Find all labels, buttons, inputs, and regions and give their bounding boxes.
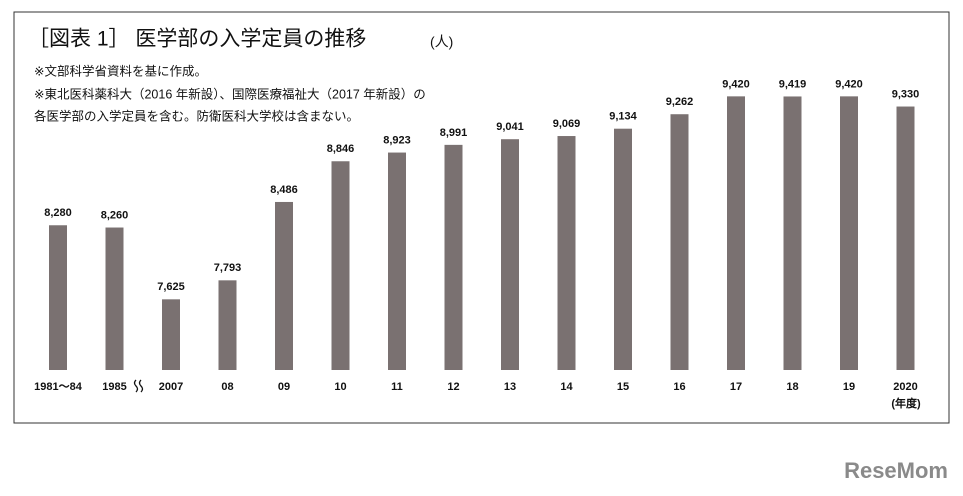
x-axis-label: (年度) — [891, 396, 921, 410]
bar — [670, 114, 689, 370]
bar — [727, 96, 745, 370]
bar — [218, 280, 237, 370]
bar — [275, 201, 293, 370]
chart-title: ［図表 1］ 医学部の入学定員の推移 — [28, 28, 366, 51]
value-label: 7,625 — [157, 281, 185, 293]
value-label: 8,991 — [440, 127, 468, 139]
value-label: 9,420 — [722, 78, 750, 90]
x-tick-label: 16 — [673, 381, 685, 393]
x-tick-label: 1981〜84 — [34, 381, 83, 393]
x-tick-label: 08 — [221, 381, 233, 393]
value-label: 8,846 — [327, 143, 355, 155]
x-tick-label: 2007 — [159, 381, 183, 393]
x-tick-label: 12 — [447, 381, 459, 393]
note: ※文部科学省資料を基に作成。 — [34, 63, 207, 78]
bar — [444, 144, 463, 370]
value-label: 8,486 — [270, 184, 298, 196]
value-label: 9,420 — [835, 78, 863, 90]
bar — [388, 152, 406, 370]
value-label: 8,923 — [383, 134, 411, 146]
x-tick-label: 10 — [334, 381, 346, 393]
value-label: 8,260 — [101, 209, 129, 221]
value-label: 9,134 — [609, 111, 637, 123]
x-tick-label: 17 — [730, 381, 742, 393]
bar — [162, 299, 180, 370]
bar — [783, 96, 802, 371]
value-label: 9,262 — [666, 96, 694, 108]
x-tick-label: 18 — [786, 381, 798, 393]
x-tick-label: 1985 — [102, 381, 126, 393]
bar — [501, 139, 519, 370]
value-label: 9,419 — [779, 78, 807, 90]
value-label: 7,793 — [214, 262, 242, 274]
value-label: 8,280 — [44, 207, 72, 219]
bar — [105, 227, 124, 370]
value-label: 9,330 — [892, 88, 920, 100]
value-label: 9,069 — [553, 118, 581, 130]
unit-label: (人) — [430, 34, 453, 50]
bar — [840, 96, 858, 370]
note: ※東北医科薬科大（2016 年新設）、国際医療福祉大（2017 年新設）の — [34, 86, 426, 101]
x-tick-label: 19 — [843, 381, 855, 393]
x-tick-label: 15 — [617, 381, 629, 393]
axis-break — [133, 379, 144, 393]
bar — [557, 136, 576, 370]
note: 各医学部の入学定員を含む。防衛医科大学校は含まない。 — [34, 108, 359, 123]
x-tick-label: 09 — [278, 381, 290, 393]
frame — [13, 11, 950, 424]
x-tick-label: 13 — [504, 381, 516, 393]
x-tick-label: 14 — [560, 381, 573, 393]
bar — [331, 161, 350, 370]
bar — [614, 128, 632, 370]
bar — [49, 225, 67, 370]
x-tick-label: 11 — [391, 381, 403, 393]
bar — [896, 106, 915, 371]
watermark: ReseMom — [844, 458, 948, 483]
value-label: 9,041 — [496, 121, 524, 133]
x-tick-label: 2020 — [893, 381, 917, 393]
